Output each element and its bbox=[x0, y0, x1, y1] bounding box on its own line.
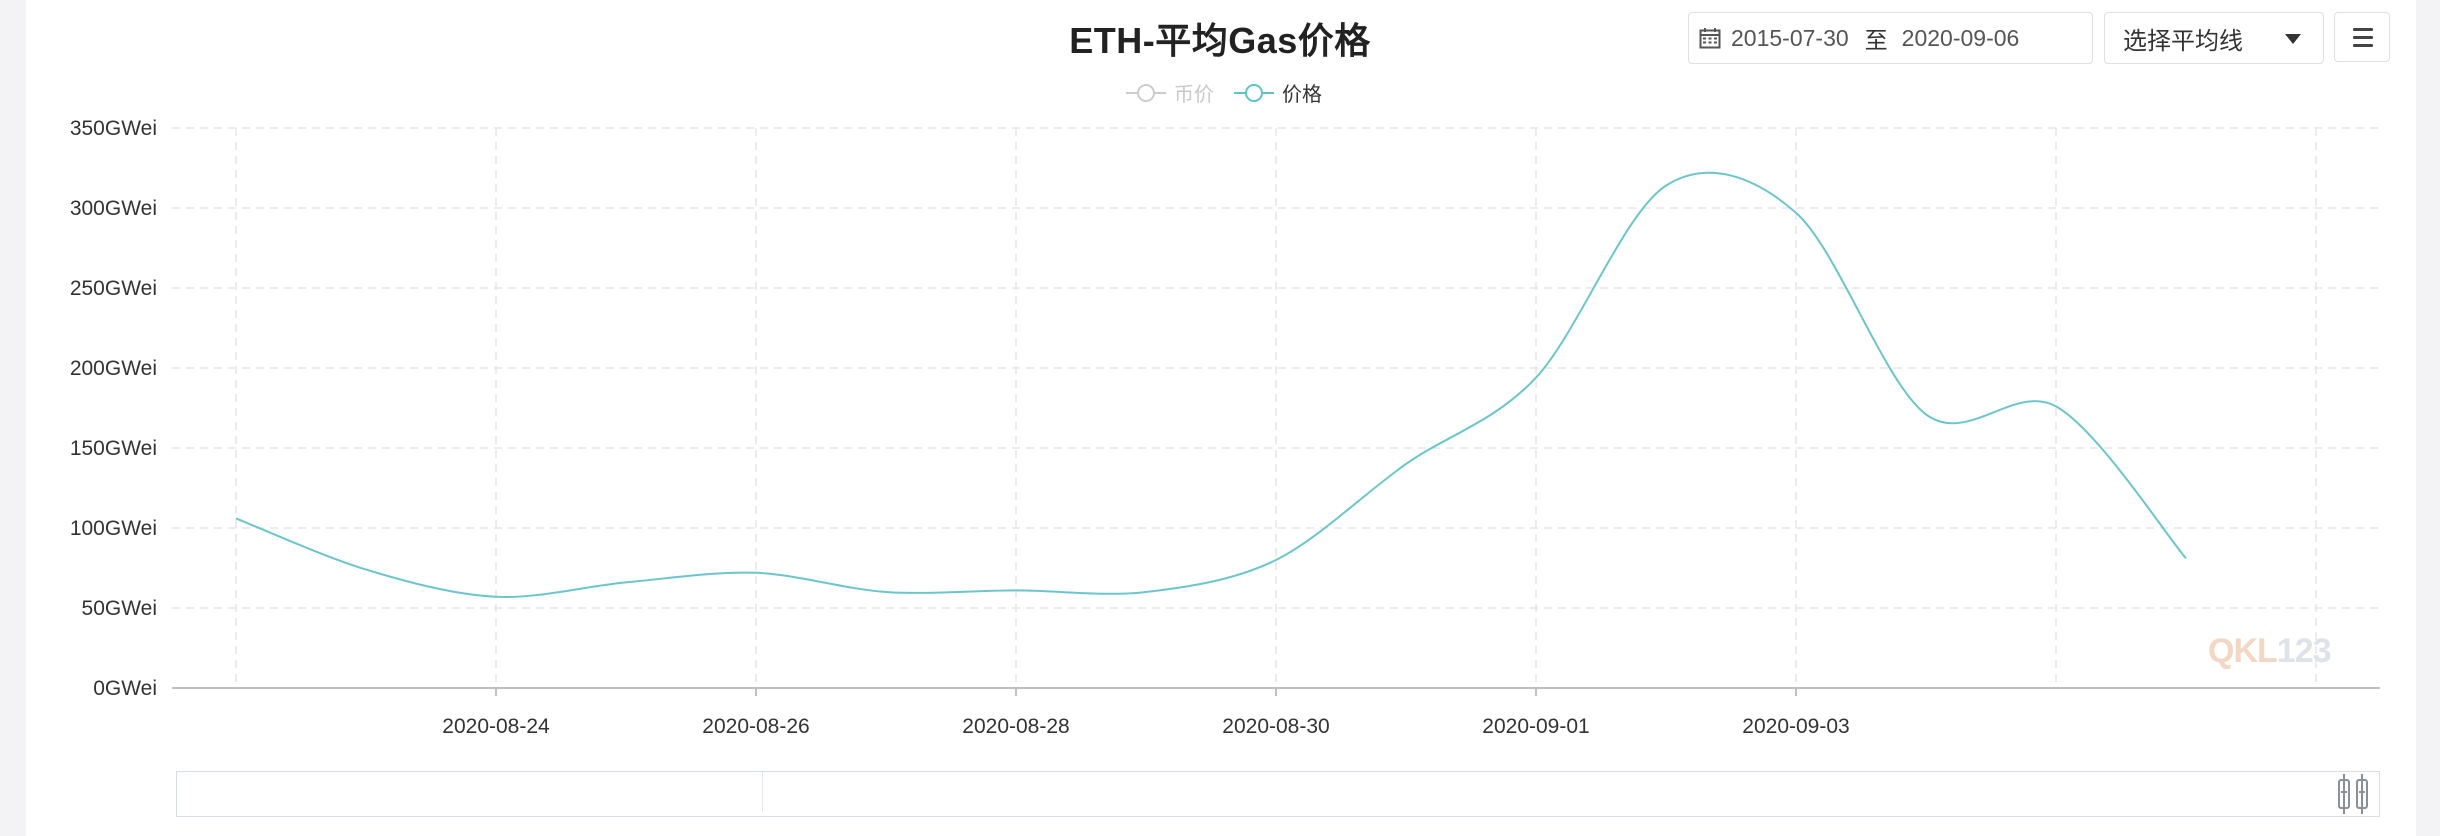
x-tick-label: 2020-08-28 bbox=[962, 715, 1069, 738]
legend-swatch-coin-price bbox=[1126, 83, 1166, 102]
legend-item-price[interactable]: 价格 bbox=[1234, 78, 1322, 107]
date-start-input[interactable]: 2015-07-30 bbox=[1731, 24, 1849, 51]
legend-swatch-price bbox=[1234, 83, 1274, 102]
watermark-logo: QKL123 bbox=[2208, 632, 2332, 671]
moving-average-select-label: 选择平均线 bbox=[2123, 27, 2243, 55]
y-tick-label: 200GWei bbox=[70, 357, 157, 380]
data-zoom-slider[interactable] bbox=[176, 771, 2380, 817]
date-range-separator: 至 bbox=[1864, 27, 1888, 53]
y-tick-label: 0GWei bbox=[93, 677, 157, 700]
chevron-down-icon bbox=[2285, 34, 2301, 44]
chart-legend: 币价 价格 bbox=[1126, 78, 1342, 107]
x-tick-label: 2020-08-30 bbox=[1222, 715, 1329, 738]
chart-menu-button[interactable] bbox=[2334, 12, 2390, 62]
x-tick-label: 2020-08-24 bbox=[442, 715, 550, 738]
x-tick-label: 2020-09-01 bbox=[1482, 715, 1589, 738]
chart-panel bbox=[26, 0, 2416, 836]
data-zoom-handle[interactable] bbox=[2337, 774, 2369, 814]
calendar-icon bbox=[1699, 28, 1721, 49]
y-axis: 0GWei 50GWei 100GWei 150GWei 200GWei 250GWei 3… bbox=[70, 117, 157, 700]
data-zoom-track bbox=[177, 772, 763, 812]
watermark-text-2: 123 bbox=[2276, 632, 2332, 670]
y-tick-label: 50GWei bbox=[82, 597, 157, 620]
legend-item-coin-price[interactable]: 币价 bbox=[1126, 78, 1214, 107]
y-tick-label: 100GWei bbox=[70, 517, 157, 540]
legend-label-coin-price: 币价 bbox=[1174, 84, 1214, 106]
series-line-price bbox=[235, 171, 2187, 599]
date-range-picker[interactable]: 2015-07-30 至 2020-09-06 bbox=[1688, 12, 2093, 64]
y-tick-label: 350GWei bbox=[70, 117, 157, 140]
y-tick-label: 150GWei bbox=[70, 437, 157, 460]
x-axis: 2020-08-24 2020-08-26 2020-08-28 2020-08-30… bbox=[172, 687, 2380, 738]
date-end-input[interactable]: 2020-09-06 bbox=[1901, 24, 2020, 51]
x-tick-label: 2020-09-03 bbox=[1742, 715, 1849, 738]
menu-icon bbox=[2353, 28, 2373, 31]
y-tick-label: 250GWei bbox=[70, 277, 157, 300]
chart-title: ETH-平均Gas价格 bbox=[1069, 20, 1371, 61]
moving-average-select[interactable]: 选择平均线 bbox=[2104, 12, 2324, 64]
chart-grid bbox=[172, 127, 2380, 688]
y-tick-label: 300GWei bbox=[70, 197, 157, 220]
x-tick-label: 2020-08-26 bbox=[702, 715, 809, 738]
menu-icon-bar bbox=[2353, 36, 2373, 39]
line-chart: 0GWei 50GWei 100GWei 150GWei 200GWei 250GWei 3… bbox=[70, 117, 2380, 738]
legend-label-price: 价格 bbox=[1282, 84, 1322, 106]
watermark-text-1: QKL bbox=[2208, 632, 2278, 670]
menu-icon-bar bbox=[2353, 44, 2373, 47]
